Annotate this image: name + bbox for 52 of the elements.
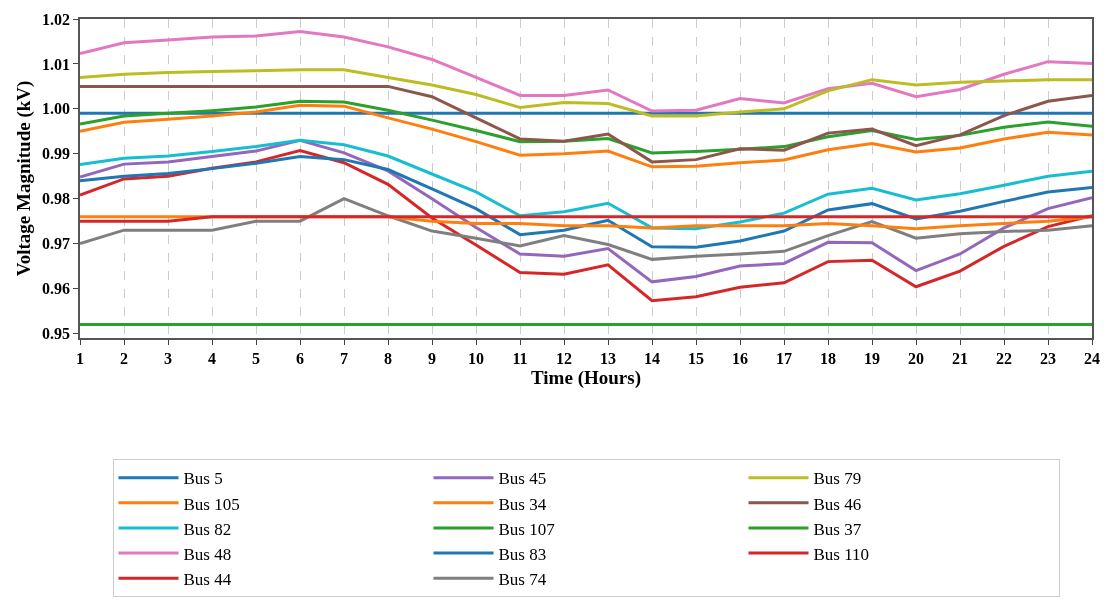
x-tick-label: 24 [1084,349,1100,367]
line-series [80,84,1092,164]
y-tick-label: 0.96 [42,280,71,298]
legend-label: Bus 5 [183,469,223,489]
x-tick-label: 12 [556,349,572,367]
y-tick-label: 0.98 [42,190,71,208]
legend-label: Bus 83 [498,544,547,564]
line-series [80,103,1092,169]
y-tick-label: 0.99 [42,145,71,163]
x-tick-label: 7 [340,349,348,367]
x-axis-title: Time (Hours) [531,366,641,389]
legend-label: Bus 82 [183,519,232,539]
legend-label: Bus 48 [183,544,232,564]
x-tick-label: 17 [776,349,792,367]
y-tick-label: 0.97 [42,235,71,253]
x-tick-label: 4 [208,349,216,367]
legend-label: Bus 110 [813,544,870,564]
x-tick-label: 18 [820,349,836,367]
legend-label: Bus 37 [813,519,862,539]
legend-label: Bus 79 [813,469,862,489]
x-tick-label: 20 [908,349,924,367]
legend-label: Bus 44 [183,569,232,589]
y-tick-label: 1.02 [42,10,71,28]
legend-label: Bus 74 [498,569,547,589]
line-series [80,30,1092,113]
x-tick-label: 3 [164,349,172,367]
x-tick-label: 10 [468,349,484,367]
x-tick-label: 13 [600,349,616,367]
legend-label: Bus 34 [498,494,547,514]
x-tick-label: 11 [512,349,528,367]
x-tick-label: 15 [688,349,704,367]
line-series [80,68,1092,118]
x-tick-label: 9 [428,349,436,367]
x-tick-label: 21 [952,349,968,367]
x-tick-label: 23 [1040,349,1056,367]
x-tick-label: 14 [644,349,660,367]
legend-label: Bus 45 [498,469,547,489]
y-tick-label: 1.01 [42,55,71,73]
y-tick-label: 1.00 [42,100,71,118]
x-tick-label: 16 [732,349,748,367]
x-tick-label: 5 [252,349,260,367]
x-tick-label: 1 [76,349,84,367]
legend-label: Bus 107 [498,519,556,539]
x-tick-label: 6 [296,349,304,367]
legend-label: Bus 46 [813,494,862,514]
x-tick-label: 19 [864,349,880,367]
y-tick-label: 0.95 [42,325,71,343]
y-axis-title: Voltage Magnitude (kV) [13,80,36,277]
x-tick-label: 22 [996,349,1012,367]
x-tick-label: 8 [384,349,392,367]
legend-label: Bus 105 [183,494,240,514]
x-tick-label: 2 [120,349,128,367]
